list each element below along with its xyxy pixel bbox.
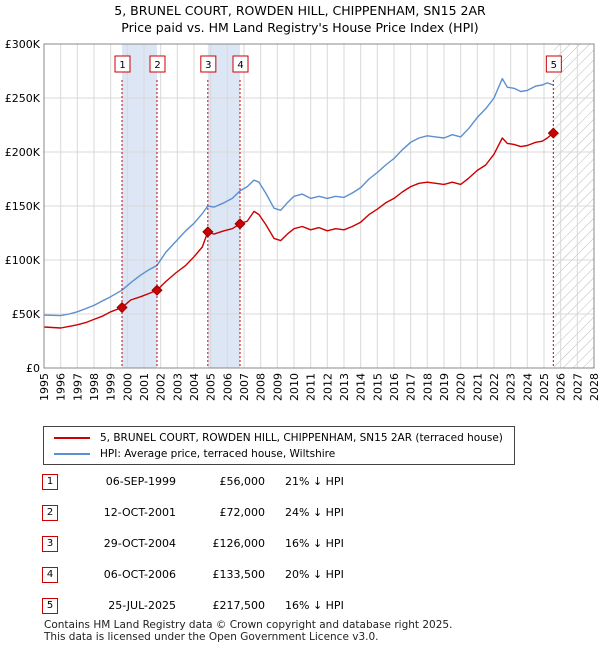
legend-swatch-property [54,437,90,439]
x-tick-label: 2028 [588,373,600,401]
chart-legend: 5, BRUNEL COURT, ROWDEN HILL, CHIPPENHAM… [43,426,515,465]
footer-licence: This data is licensed under the Open Gov… [44,631,379,643]
y-tick-label: £100K [5,254,41,267]
transaction-number: 4 [42,567,58,583]
x-tick-label: 2025 [538,373,551,401]
sale-label-box [149,55,166,73]
x-tick-label: 2015 [371,373,384,401]
title-line-1: 5, BRUNEL COURT, ROWDEN HILL, CHIPPENHAM… [114,3,486,18]
sale-label-box [200,55,217,73]
x-tick-label: 2000 [121,373,134,401]
x-tick-label: 1995 [38,373,51,401]
sale-label-box [232,55,249,73]
x-tick-label: 2014 [355,373,368,401]
y-tick-label: £300K [5,38,41,51]
x-tick-label: 1999 [105,373,118,401]
x-tick-label: 2027 [571,373,584,401]
transaction-price: £56,000 [219,475,266,488]
legend-item-hpi: HPI: Average price, terraced house, Wilt… [54,446,335,462]
y-tick-label: £200K [5,146,41,159]
sale-point [151,284,163,296]
transaction-number: 2 [42,505,58,521]
x-tick-label: 2005 [205,373,218,401]
x-tick-label: 2018 [421,373,434,401]
sale-label: 4 [237,60,243,71]
sale-label: 2 [154,60,160,71]
sale-label-box [114,55,131,73]
sale-label: 3 [205,60,211,71]
transaction-number: 1 [42,474,58,490]
y-tick-label: £0 [26,362,40,375]
transaction-hpi: 21% ↓ HPI [285,475,344,488]
transaction-date: 25-JUL-2025 [108,599,176,612]
title-line-2: Price paid vs. HM Land Registry's House … [121,20,479,35]
legend-item-property: 5, BRUNEL COURT, ROWDEN HILL, CHIPPENHAM… [54,430,503,446]
transaction-number: 3 [42,536,58,552]
sale-point [202,226,214,238]
x-tick-label: 1996 [55,373,68,401]
transaction-date: 06-SEP-1999 [105,475,176,488]
sale-label: 5 [551,60,557,71]
x-tick-label: 2009 [271,373,284,401]
table-row: 4 06-OCT-2006 £133,500 20% ↓ HPI [0,565,600,585]
x-tick-label: 2011 [305,373,318,401]
series-line-hpi [43,77,554,317]
sale-point [116,301,128,314]
chart-title: 5, BRUNEL COURT, ROWDEN HILL, CHIPPENHAM… [0,2,600,36]
footer-copyright: Contains HM Land Registry data © Crown c… [44,619,453,631]
sale-point [234,218,246,230]
x-tick-label: 2021 [471,373,484,401]
x-tick-label: 2013 [338,373,351,401]
x-tick-label: 1997 [71,373,84,401]
x-tick-label: 2024 [521,373,534,401]
table-row: 1 06-SEP-1999 £56,000 21% ↓ HPI [0,472,600,492]
table-row: 3 29-OCT-2004 £126,000 16% ↓ HPI [0,534,600,554]
x-tick-label: 2019 [438,373,451,401]
transaction-date: 12-OCT-2001 [103,506,176,519]
y-tick-label: £250K [5,92,41,105]
x-tick-label: 2002 [155,373,168,401]
x-tick-label: 2017 [405,373,418,401]
x-tick-label: 2001 [138,373,151,401]
transaction-date: 06-OCT-2006 [103,568,176,581]
transaction-hpi: 16% ↓ HPI [285,599,344,612]
transaction-price: £126,000 [212,537,266,550]
x-tick-label: 2004 [188,373,201,401]
transaction-number: 5 [42,598,58,614]
footer-notice: Contains HM Land Registry data © Crown c… [44,619,452,643]
x-tick-label: 2006 [221,373,234,401]
x-tick-label: 2003 [171,373,184,401]
transaction-price: £133,500 [212,568,266,581]
y-tick-label: £50K [12,308,41,321]
sale-label: 1 [119,60,125,71]
transaction-price: £217,500 [212,599,266,612]
x-tick-label: 2012 [321,373,334,401]
legend-swatch-hpi [54,453,90,455]
table-row: 2 12-OCT-2001 £72,000 24% ↓ HPI [0,503,600,523]
price-chart: 1 2 3 4 5 £0 £50K £100K £150K £200K £250K £300K 199… [5,38,600,401]
x-tick-label: 1998 [88,373,101,401]
x-tick-label: 2023 [505,373,518,401]
x-tick-label: 2007 [238,373,251,401]
table-row: 5 25-JUL-2025 £217,500 16% ↓ HPI [0,596,600,616]
x-tick-label: 2010 [288,373,301,401]
plot-frame [43,43,595,369]
series-line-property [43,132,554,329]
transaction-hpi: 16% ↓ HPI [285,537,344,550]
transaction-price: £72,000 [219,506,266,519]
x-tick-label: 2016 [388,373,401,401]
sale-point [547,127,559,139]
y-tick-label: £150K [5,200,41,213]
sale-label-box [545,55,562,73]
x-tick-label: 2020 [455,373,468,401]
transaction-date: 29-OCT-2004 [103,537,176,550]
legend-label-hpi: HPI: Average price, terraced house, Wilt… [100,448,336,460]
legend-label-property: 5, BRUNEL COURT, ROWDEN HILL, CHIPPENHAM… [100,432,503,444]
x-tick-label: 2008 [255,373,268,401]
transaction-hpi: 24% ↓ HPI [285,506,344,519]
x-tick-label: 2022 [488,373,501,401]
x-tick-label: 2026 [555,373,568,401]
transaction-hpi: 20% ↓ HPI [285,568,344,581]
